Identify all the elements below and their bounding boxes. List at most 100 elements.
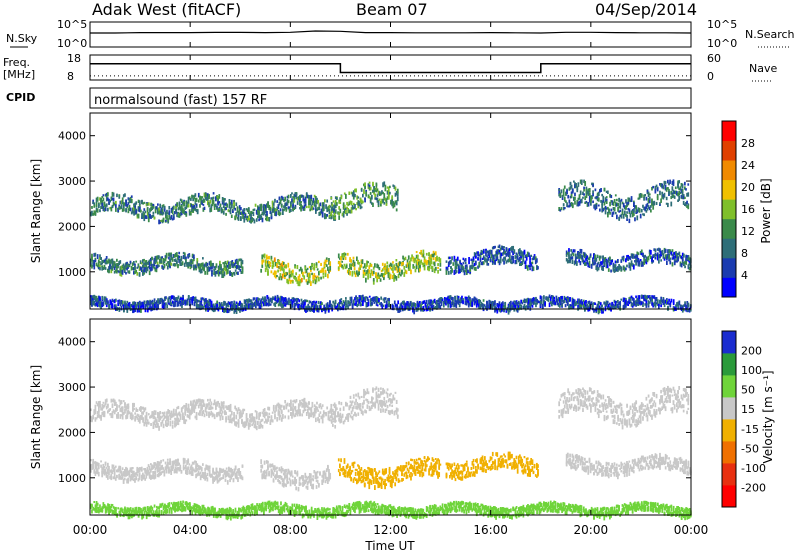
heatmap-cell — [133, 304, 136, 310]
heatmap-cell — [225, 265, 228, 271]
heatmap-cell — [429, 258, 432, 262]
heatmap-cell — [661, 183, 664, 189]
heatmap-cell — [348, 209, 351, 214]
heatmap-cell — [134, 202, 137, 208]
heatmap-cell — [407, 301, 410, 305]
heatmap-cell — [584, 196, 587, 201]
heatmap-cell — [660, 259, 663, 262]
heatmap-cell — [267, 301, 270, 307]
heatmap-cell — [678, 300, 681, 306]
heatmap-cell — [153, 216, 156, 220]
heatmap-cell — [633, 209, 635, 213]
heatmap-cell — [220, 270, 222, 275]
heatmap-cell — [123, 270, 126, 273]
heatmap-cell — [93, 409, 96, 413]
heatmap-cell — [96, 196, 99, 200]
heatmap-cell — [626, 214, 628, 219]
heatmap-cell — [205, 261, 208, 267]
heatmap-cell — [122, 208, 125, 212]
heatmap-cell — [194, 193, 197, 197]
heatmap-cell — [296, 197, 299, 201]
heatmap-cell — [612, 262, 615, 267]
heatmap-cell — [631, 209, 634, 212]
heatmap-cell — [464, 264, 467, 270]
heatmap-cell — [609, 306, 611, 311]
heatmap-cell — [430, 257, 433, 260]
heatmap-cell — [367, 194, 370, 199]
heatmap-cell — [178, 255, 181, 259]
heatmap-cell — [171, 210, 174, 215]
heatmap-cell — [341, 264, 344, 269]
heatmap-cell — [456, 263, 459, 267]
heatmap-cell — [460, 262, 463, 266]
heatmap-cell — [524, 264, 527, 269]
heatmap-cell — [577, 298, 579, 303]
heatmap-cell — [220, 302, 223, 307]
heatmap-cell — [165, 215, 167, 219]
heatmap-cell — [453, 270, 456, 275]
heatmap-cell — [128, 411, 131, 415]
heatmap-cell — [135, 208, 138, 211]
heatmap-cell — [193, 257, 195, 262]
heatmap-cell — [572, 302, 575, 305]
heatmap-cell — [304, 271, 307, 274]
heatmap-cell — [212, 305, 215, 310]
heatmap-cell — [479, 257, 482, 262]
heatmap-cell — [403, 266, 406, 270]
heatmap-cell — [196, 260, 199, 264]
heatmap-cell — [140, 415, 142, 420]
heatmap-cell — [208, 298, 211, 303]
heatmap-cell — [126, 264, 128, 268]
heatmap-cell — [579, 190, 582, 195]
heatmap-cell — [619, 304, 622, 308]
heatmap-cell — [118, 194, 121, 197]
heatmap-cell — [110, 197, 113, 201]
heatmap-cell — [584, 252, 586, 257]
heatmap-cell — [337, 253, 340, 259]
heatmap-cell — [498, 249, 501, 253]
heatmap-cell — [138, 206, 141, 212]
heatmap-cell — [428, 260, 430, 265]
heatmap-cell — [428, 252, 430, 256]
heatmap-cell — [612, 303, 615, 308]
heatmap-cell — [193, 194, 196, 200]
heatmap-cell — [339, 208, 342, 214]
heatmap-cell — [678, 251, 681, 257]
heatmap-cell — [142, 406, 145, 410]
heatmap-cell — [142, 271, 144, 276]
heatmap-cell — [394, 267, 397, 271]
heatmap-cell — [249, 305, 252, 309]
heatmap-cell — [218, 303, 221, 306]
heatmap-cell — [194, 296, 197, 302]
heatmap-cell — [398, 307, 401, 313]
heatmap-cell — [384, 267, 386, 270]
heatmap-cell — [135, 415, 138, 419]
heatmap-cell — [157, 264, 160, 267]
heatmap-cell — [510, 247, 512, 251]
heatmap-cell — [603, 207, 606, 210]
heatmap-cell — [471, 260, 474, 265]
heatmap-cell — [505, 253, 508, 257]
heatmap-cell — [419, 301, 421, 305]
heatmap-cell — [148, 266, 151, 270]
heatmap-cell — [325, 264, 328, 267]
heatmap-cell — [609, 302, 611, 305]
heatmap-cell — [573, 260, 576, 266]
heatmap-cell — [419, 267, 421, 272]
heatmap-cell — [662, 185, 665, 189]
heatmap-cell — [107, 410, 109, 414]
heatmap-cell — [374, 193, 377, 198]
heatmap-cell — [333, 214, 335, 220]
heatmap-cell — [543, 295, 545, 300]
heatmap-cell — [339, 201, 342, 204]
heatmap-cell — [565, 192, 567, 196]
heatmap-cell — [195, 197, 198, 202]
heatmap-cell — [133, 204, 135, 208]
heatmap-cell — [636, 209, 639, 214]
heatmap-cell — [642, 204, 644, 208]
heatmap-cell — [161, 256, 164, 259]
heatmap-cell — [436, 301, 438, 305]
heatmap-cell — [163, 205, 166, 209]
heatmap-cell — [331, 203, 334, 207]
